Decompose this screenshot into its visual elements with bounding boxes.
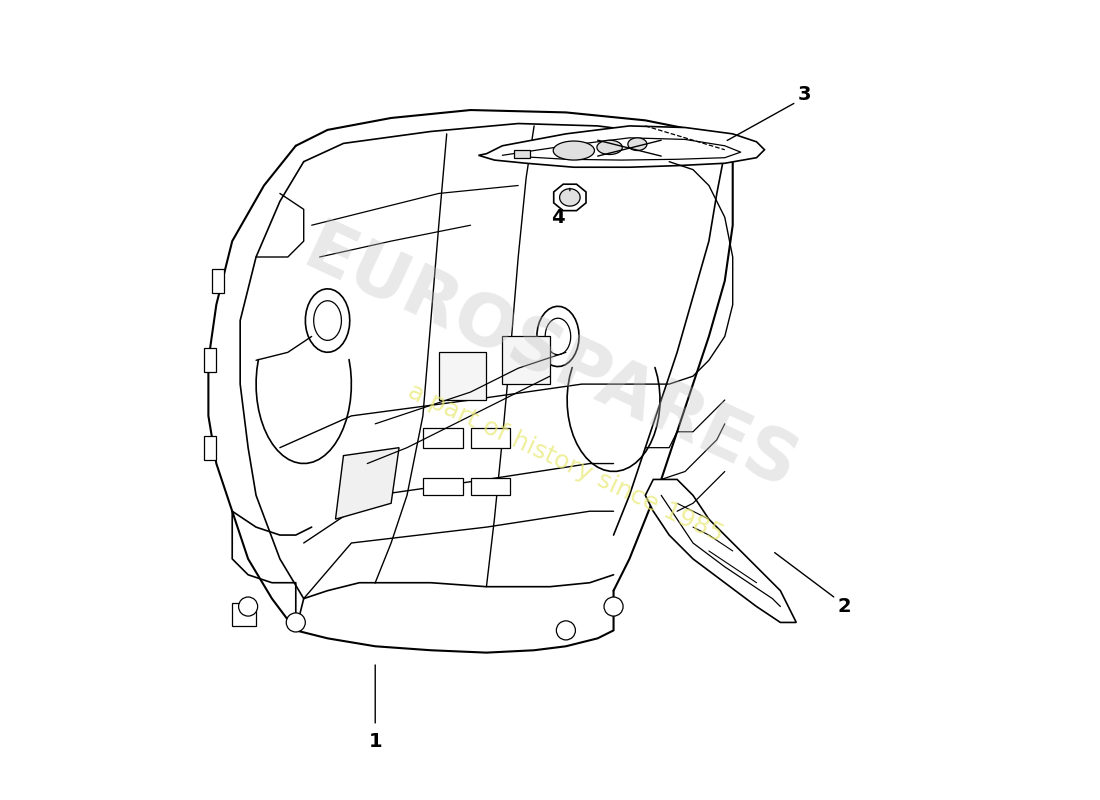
Text: 3: 3 [798, 85, 811, 104]
Polygon shape [205, 348, 217, 372]
Polygon shape [478, 126, 764, 167]
Polygon shape [439, 352, 486, 400]
Text: 4: 4 [551, 208, 564, 226]
Text: 1: 1 [368, 732, 382, 751]
Polygon shape [212, 269, 224, 293]
Polygon shape [422, 478, 463, 495]
Polygon shape [314, 301, 341, 340]
Polygon shape [205, 436, 217, 459]
Polygon shape [471, 428, 510, 448]
Polygon shape [537, 306, 579, 366]
Polygon shape [232, 602, 256, 626]
Circle shape [674, 140, 688, 153]
Polygon shape [546, 318, 571, 354]
Text: 2: 2 [837, 597, 850, 616]
Polygon shape [471, 478, 510, 495]
Polygon shape [560, 189, 580, 206]
Polygon shape [422, 428, 463, 448]
Text: EUROSPARES: EUROSPARES [293, 216, 807, 505]
Polygon shape [553, 184, 586, 210]
Polygon shape [515, 150, 530, 158]
Circle shape [239, 597, 257, 616]
Circle shape [286, 613, 306, 632]
Polygon shape [306, 289, 350, 352]
Polygon shape [503, 337, 550, 384]
Text: a part of history since 1985: a part of history since 1985 [405, 380, 727, 547]
Circle shape [604, 597, 623, 616]
Circle shape [698, 142, 712, 155]
Circle shape [557, 621, 575, 640]
Polygon shape [628, 138, 647, 150]
Polygon shape [597, 140, 623, 154]
Polygon shape [553, 141, 594, 160]
Circle shape [714, 146, 727, 158]
Polygon shape [646, 479, 796, 622]
Polygon shape [336, 448, 399, 519]
